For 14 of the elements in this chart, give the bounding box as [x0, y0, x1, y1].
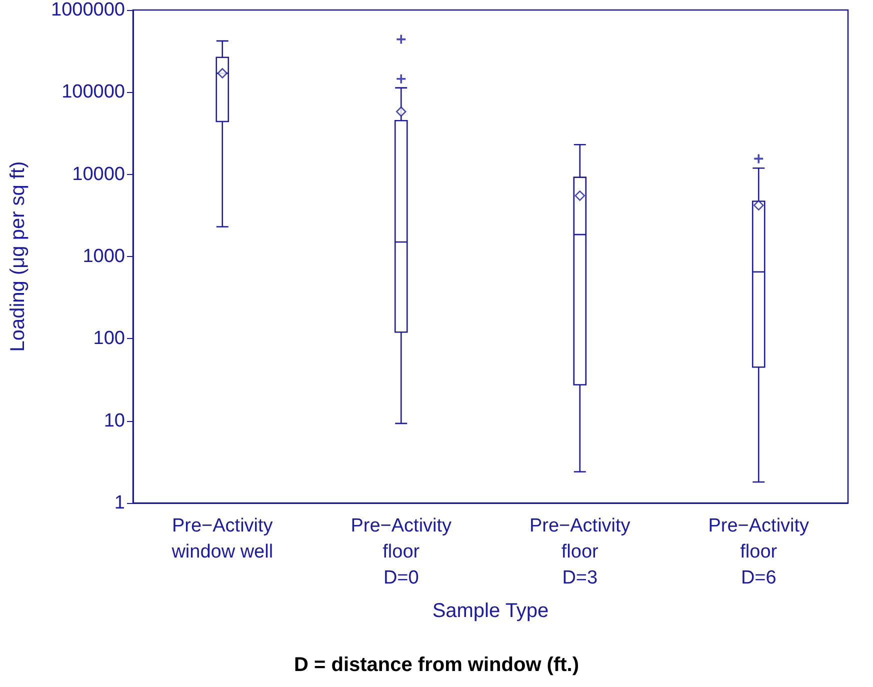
x-tick-label: Pre−Activity floor D=6 [708, 516, 810, 588]
x-tick-label: Pre−Activity window well [170, 516, 274, 562]
y-tick-label: 1000000 [51, 0, 125, 20]
x-axis-title: Sample Type [432, 600, 549, 622]
y-tick-label: 1000 [82, 246, 125, 267]
y-tick-label: 10 [104, 410, 125, 432]
y-tick-label: 100000 [62, 82, 125, 103]
y-tick-label: 1 [114, 492, 125, 514]
y-tick-label: 10000 [72, 164, 125, 185]
x-tick-label: Pre−Activity floor D=0 [350, 516, 452, 588]
y-tick-label: 100 [93, 328, 125, 350]
y-axis-title: Loading (μg per sq ft) [7, 161, 29, 352]
text: D = distance from window (ft.) [294, 654, 580, 676]
x-tick-label: Pre−Activity floor D=3 [529, 516, 631, 588]
